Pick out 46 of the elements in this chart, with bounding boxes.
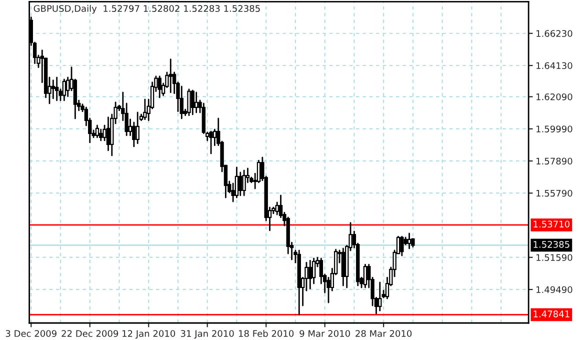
y-tick-label: 1.66230 [536,30,572,37]
candlestick [62,78,66,102]
candlestick [238,172,242,196]
candlestick [102,124,106,142]
candlestick [143,98,147,120]
y-tick-label: 1.62090 [536,93,572,100]
candlestick [158,76,162,98]
y-tick-label: 1.51590 [536,254,572,261]
candlestick [363,264,368,288]
candlestick [95,124,100,138]
candlestick [242,170,246,196]
candlestick [234,166,239,198]
x-tick-label: 18 Feb 2010 [238,330,294,337]
x-tick-label: 28 Mar 2010 [356,330,412,337]
candlestick [54,76,59,102]
chart-title: GBPUSD,Daily 1.52797 1.52802 1.52283 1.52385 [34,4,260,14]
candlestick [168,58,172,94]
candlestick [132,122,136,148]
candlestick [180,86,184,120]
y-tick-label: 1.55790 [536,190,572,197]
candlestick [275,202,279,216]
candlestick [209,130,213,154]
candlestick [99,128,103,142]
ref-line-label: 1.52385 [534,240,570,248]
candlestick [326,276,330,304]
x-tick-label: 22 Dec 2009 [62,330,118,337]
candlestick [136,112,140,144]
candlestick [194,92,198,114]
x-tick-label: 12 Jan 2010 [122,330,176,339]
x-tick-label: 3 Dec 2009 [6,330,56,337]
x-tick-label: 31 Jan 2010 [180,330,234,339]
y-tick-label: 1.49490 [536,286,572,294]
candlestick [187,88,191,116]
y-tick-label: 1.59990 [536,126,572,132]
candlestick [106,116,110,152]
candlestick [407,232,412,250]
y-tick-label: 1.64130 [536,62,572,70]
candlestick [190,90,195,116]
ref-line-label: 1.53710 [534,220,570,228]
candlestick [51,80,55,100]
candlestick [400,236,404,256]
ref-line-label: 1.47841 [534,310,570,318]
candlestick [308,260,312,290]
x-tick-label: 9 Mar 2010 [300,330,350,337]
candlestick [378,282,382,312]
y-tick-label: 1.57890 [536,158,572,165]
